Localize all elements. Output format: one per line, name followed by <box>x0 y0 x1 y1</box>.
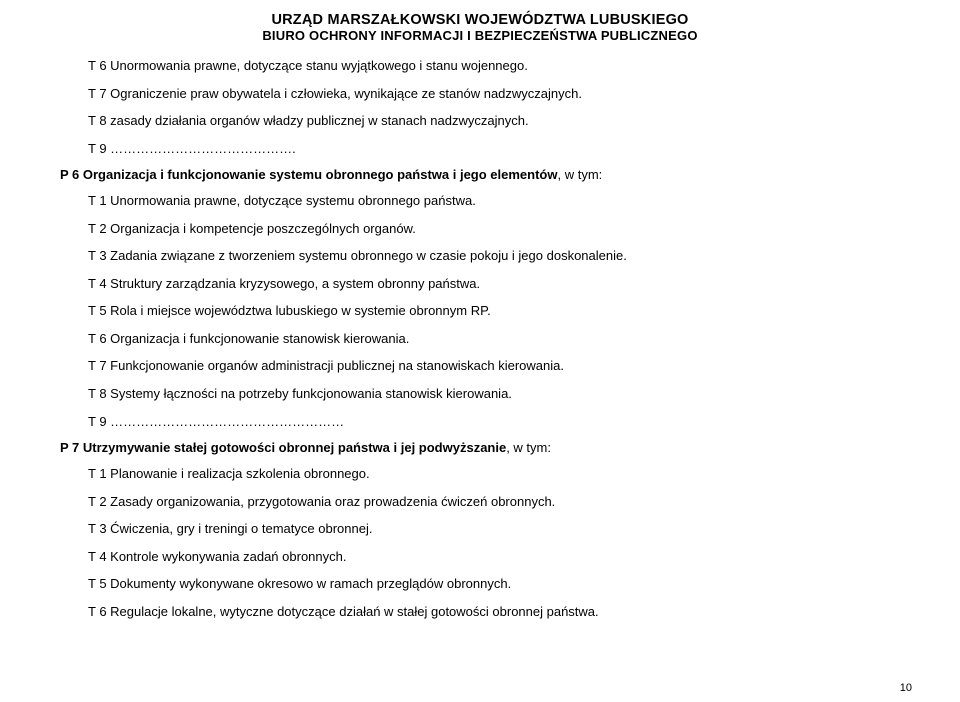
p6-heading-tail: , w tym: <box>557 167 602 182</box>
p7-t5: T 5 Dokumenty wykonywane okresowo w rama… <box>60 575 900 593</box>
block1-t7: T 7 Ograniczenie praw obywatela i człowi… <box>60 85 900 103</box>
p7-t3: T 3 Ćwiczenia, gry i treningi o tematyce… <box>60 520 900 538</box>
block1-t8: T 8 zasady działania organów władzy publ… <box>60 112 900 130</box>
p6-t9: T 9 ……………………………………………… <box>60 413 900 431</box>
p6-t1: T 1 Unormowania prawne, dotyczące system… <box>60 192 900 210</box>
p6-heading: P 6 Organizacja i funkcjonowanie systemu… <box>60 167 900 182</box>
p6-t7: T 7 Funkcjonowanie organów administracji… <box>60 357 900 375</box>
block1-t9: T 9 ……………………………………. <box>60 140 900 158</box>
p7-t6: T 6 Regulacje lokalne, wytyczne dotycząc… <box>60 603 900 621</box>
p6-t2: T 2 Organizacja i kompetencje poszczegól… <box>60 220 900 238</box>
document-header: URZĄD MARSZAŁKOWSKI WOJEWÓDZTWA LUBUSKIE… <box>60 12 900 43</box>
p6-t5: T 5 Rola i miejsce województwa lubuskieg… <box>60 302 900 320</box>
p7-t2: T 2 Zasady organizowania, przygotowania … <box>60 493 900 511</box>
p6-t3: T 3 Zadania związane z tworzeniem system… <box>60 247 900 265</box>
p7-t4: T 4 Kontrole wykonywania zadań obronnych… <box>60 548 900 566</box>
block1-t6: T 6 Unormowania prawne, dotyczące stanu … <box>60 57 900 75</box>
p6-heading-bold: P 6 Organizacja i funkcjonowanie systemu… <box>60 167 557 182</box>
p6-t4: T 4 Struktury zarządzania kryzysowego, a… <box>60 275 900 293</box>
p7-heading-tail: , w tym: <box>506 440 551 455</box>
page-number: 10 <box>900 682 912 694</box>
p7-heading-bold: P 7 Utrzymywanie stałej gotowości obronn… <box>60 440 506 455</box>
header-title-line1: URZĄD MARSZAŁKOWSKI WOJEWÓDZTWA LUBUSKIE… <box>60 12 900 28</box>
p6-t8: T 8 Systemy łączności na potrzeby funkcj… <box>60 385 900 403</box>
header-title-line2: BIURO OCHRONY INFORMACJI I BEZPIECZEŃSTW… <box>60 28 900 43</box>
document-page: URZĄD MARSZAŁKOWSKI WOJEWÓDZTWA LUBUSKIE… <box>0 0 960 620</box>
p6-t6: T 6 Organizacja i funkcjonowanie stanowi… <box>60 330 900 348</box>
p7-heading: P 7 Utrzymywanie stałej gotowości obronn… <box>60 440 900 455</box>
p7-t1: T 1 Planowanie i realizacja szkolenia ob… <box>60 465 900 483</box>
